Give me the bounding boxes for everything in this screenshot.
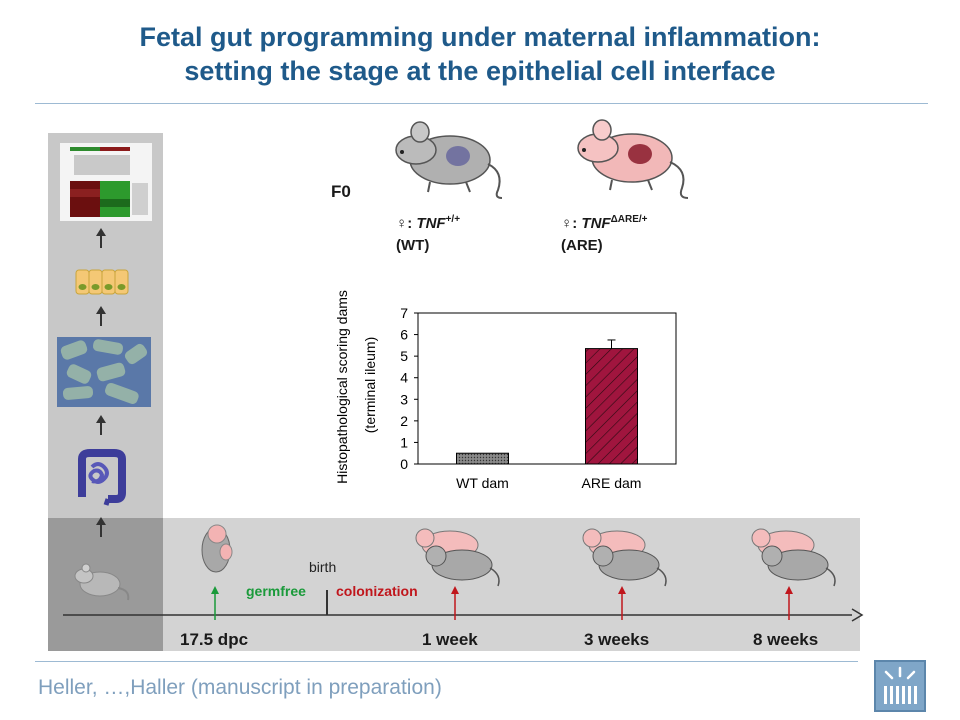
- timeline-band: [163, 518, 860, 651]
- fetus-icon: [201, 524, 233, 573]
- week3-arrow-icon: [618, 586, 626, 620]
- slide-title: Fetal gut programming under maternal inf…: [0, 20, 960, 88]
- histopathology-bar-chart: Histopathological scoring dams (terminal…: [334, 290, 677, 491]
- footer-citation: Heller, …,Haller (manuscript in preparat…: [38, 676, 442, 699]
- colonization-label: colonization: [336, 583, 418, 599]
- y-tick-label: 1: [400, 434, 408, 450]
- week1-mice-icon: [415, 528, 500, 587]
- wt-dam-name: (WT): [396, 237, 430, 254]
- y-tick-label: 5: [400, 348, 408, 364]
- x-tick-label: WT dam: [456, 475, 509, 491]
- y-tick-label: 0: [400, 456, 408, 472]
- title-line-1: Fetal gut programming under maternal inf…: [139, 22, 821, 52]
- are-female-symbol: ♀:: [561, 215, 582, 232]
- institution-logo: [874, 660, 926, 712]
- timepoint-1-week: 1 week: [422, 630, 478, 649]
- arrow-up-icon: [96, 517, 106, 537]
- bar-are-dam: [585, 348, 638, 465]
- week3-mice-icon: [582, 528, 667, 587]
- are-gene-name: TNF: [581, 215, 611, 232]
- y-tick-label: 7: [400, 305, 408, 321]
- f0-label: F0: [331, 182, 351, 201]
- arrow-up-icon: [96, 228, 106, 248]
- y-axis-label: Histopathological scoring dams: [334, 290, 350, 484]
- are-dam-name: (ARE): [561, 237, 603, 254]
- x-tick-label: ARE dam: [582, 475, 642, 491]
- logo-icon: [884, 666, 917, 704]
- y-tick-label: 2: [400, 413, 408, 429]
- germfree-label: germfree: [246, 583, 306, 599]
- week8-arrow-icon: [785, 586, 793, 620]
- arrow-up-icon: [96, 415, 106, 435]
- timepoint-8-weeks: 8 weeks: [753, 630, 819, 649]
- y-tick-label: 3: [400, 391, 408, 407]
- mouse-icon: [74, 563, 130, 601]
- wt-gene-sup: +/+: [445, 214, 461, 225]
- wt-dam-mouse-image: [395, 121, 503, 199]
- are-dam-mouse-image: [577, 119, 689, 199]
- epithelial-cells-image: [75, 269, 129, 295]
- footer-rule: [35, 661, 858, 662]
- birth-label: birth: [309, 559, 337, 575]
- week1-arrow-icon: [451, 586, 459, 620]
- germfree-arrow-icon: [211, 586, 219, 620]
- timepoint-17-5dpc: 17.5 dpc: [180, 630, 249, 649]
- wt-gene-name: TNF: [416, 215, 446, 232]
- are-gene-sup: ΔARE/+: [610, 214, 648, 225]
- wt-female-symbol: ♀:: [396, 215, 417, 232]
- heatmap-image: [60, 143, 152, 221]
- intestine-icon: [78, 449, 126, 506]
- title-rule: [35, 103, 928, 104]
- y-axis-label-2: (terminal ileum): [362, 337, 378, 433]
- week8-mice-icon: [751, 528, 836, 587]
- are-dam-genotype: ♀: TNFΔARE/+ (ARE): [561, 209, 648, 257]
- tissue-histology-image: [57, 337, 151, 407]
- bar-wt-dam: [456, 452, 509, 465]
- arrow-up-icon: [96, 306, 106, 326]
- timepoint-3-weeks: 3 weeks: [584, 630, 650, 649]
- title-line-2: setting the stage at the epithelial cell…: [184, 56, 776, 86]
- y-tick-label: 6: [400, 327, 408, 343]
- wt-dam-genotype: ♀: TNF+/+ (WT): [396, 209, 460, 257]
- y-tick-label: 4: [400, 370, 408, 386]
- timeline-arrowhead-icon: [851, 608, 864, 622]
